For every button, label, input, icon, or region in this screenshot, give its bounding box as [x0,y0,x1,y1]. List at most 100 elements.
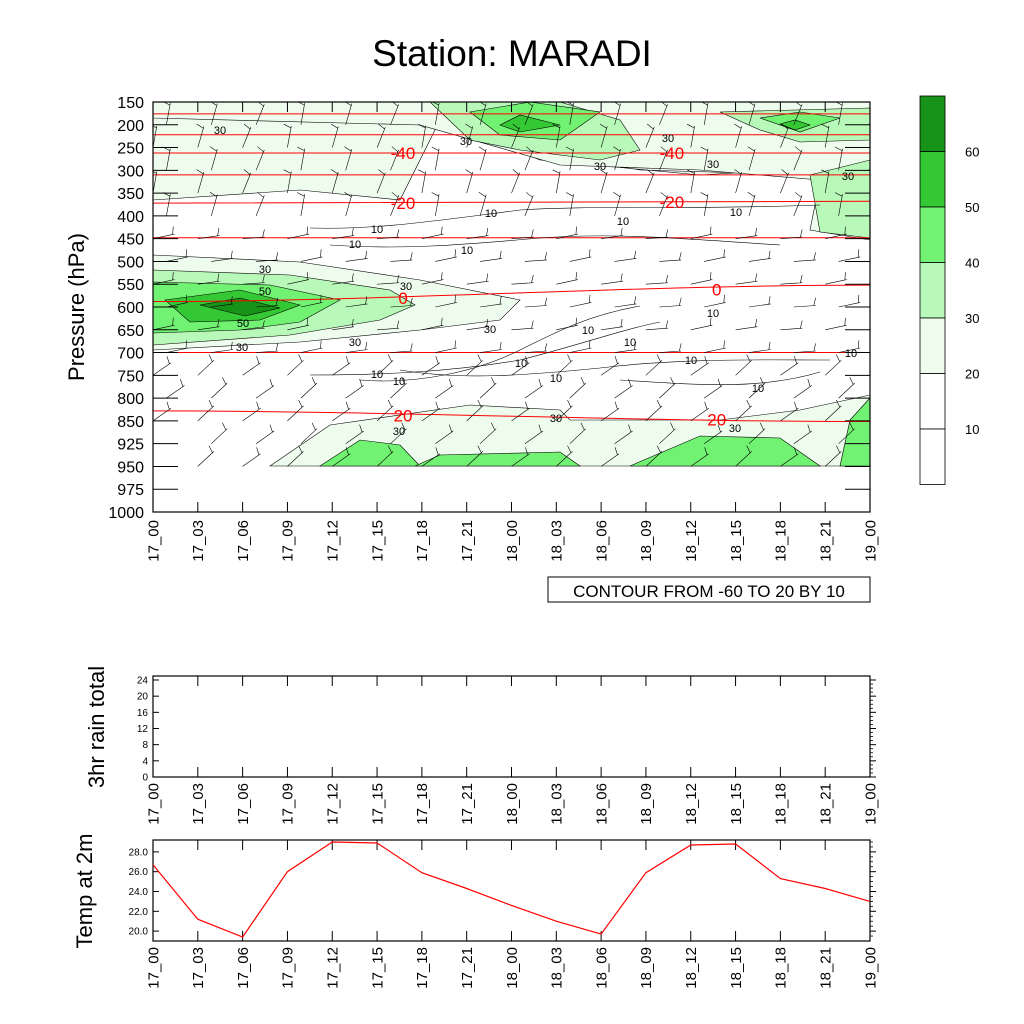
contour-label: 30 [550,413,562,425]
temperature-contour [153,284,870,303]
temperature-contour-label: 20 [394,406,413,425]
time-tick-label: 18_21 [817,783,834,825]
time-tick-label: 18_06 [593,783,610,825]
pressure-tick-label: 600 [117,300,144,317]
temperature-contour-label: -20 [391,194,416,213]
rain-tick-label: 20 [137,692,149,703]
time-tick-label: 18_12 [683,783,700,825]
time-tick-label: 18_09 [638,520,655,562]
time-tick-label: 18_09 [638,947,655,989]
contour-label: 30 [393,426,405,438]
rain-ylabel: 3hr rain total [84,666,109,788]
time-tick-label: 17_09 [280,520,297,562]
pressure-tick-label: 975 [117,482,144,499]
time-tick-label: 18_09 [638,783,655,825]
contour-label: 10 [845,348,857,360]
shade-region [779,119,811,131]
pressure-tick-label: 200 [117,118,144,135]
contour-label: 10 [617,216,629,228]
contour-label: 10 [393,376,405,388]
contour-label: 10 [515,358,527,370]
colorbar-box [919,95,946,152]
time-tick-label: 17_18 [414,947,431,989]
temperature-contour-label: -20 [660,193,685,212]
temp-y-axis: 20.0 22.0 24.0 26.0 28.0 [129,841,876,938]
contour-line [329,235,781,248]
contour-line [359,305,641,382]
rain-tick-label: 16 [137,708,149,719]
pressure-tick-label: 850 [117,414,144,431]
shade-region [629,435,821,467]
rain-tick-label: 12 [137,724,149,735]
pressure-tick-label: 925 [117,437,144,454]
temperature-contour-label: -40 [391,144,416,163]
temp-tick-label: 26.0 [129,867,149,878]
time-tick-label: 17_15 [369,947,386,989]
shade-region [199,297,281,317]
time-tick-label: 17_09 [280,947,297,989]
time-tick-label: 19_00 [862,947,879,989]
contour-lines [153,113,870,422]
contour-label: 30 [842,171,854,183]
temp-tick-label: 22.0 [129,907,149,918]
shaded-field [153,102,870,467]
colorbar-box [919,262,946,319]
time-tick-label: 19_00 [862,520,879,562]
time-tick-label: 18_00 [504,947,521,989]
time-tick-label: 17_18 [414,783,431,825]
time-tick-label: 17_06 [235,783,252,825]
time-tick-label: 18_00 [504,520,521,562]
main-ylabel: Pressure (hPa) [64,233,89,381]
temperature-contour-label: -40 [660,144,685,163]
wind-barb [153,102,870,467]
pressure-tick-label: 300 [117,163,144,180]
contour-label: 50 [237,318,249,330]
temperature-contour [153,410,870,422]
contour-label: 30 [259,264,271,276]
time-tick-label: 17_15 [369,520,386,562]
colorbar-box [919,373,946,430]
time-tick-label: 18_15 [728,520,745,562]
wind-barbs [153,102,870,467]
pressure-tick-label: 150 [117,95,144,112]
contour-label: 10 [730,207,742,219]
time-tick-label: 17_03 [190,783,207,825]
temp-series [152,841,871,938]
time-tick-label: 17_12 [325,783,342,825]
contour-label: 10 [349,239,361,251]
contour-label: 10 [550,373,562,385]
contour-label: 10 [624,337,636,349]
contour-info-label: CONTOUR FROM -60 TO 20 BY 10 [573,582,845,601]
contour-line [399,359,831,377]
time-axis: 17_00 17_03 17_06 17_09 17_12 17_15 17_18 17_21… [145,102,879,562]
contour-label: 10 [582,325,594,337]
rain-y-axis: 0 4 8 12 16 20 24 [137,676,876,784]
pressure-tick-label: 800 [117,391,144,408]
temp-line [152,841,871,938]
contour-label: 10 [685,355,697,367]
time-tick-label: 17_15 [369,783,386,825]
time-tick-label: 18_12 [683,947,700,989]
temp-tick-label: 28.0 [129,847,149,858]
pressure-tick-label: 950 [117,459,144,476]
contour-line [309,321,661,376]
pressure-tick-label: 400 [117,209,144,226]
temp-time-axis: 17_00 17_03 17_06 17_09 17_12 17_15 17_18 17_21… [145,840,879,989]
contour-label: 30 [400,281,412,293]
pressure-tick-label: 250 [117,141,144,158]
rain-tick-label: 0 [142,773,148,784]
colorbar-label: 30 [965,311,979,326]
colorbar-box [919,151,946,208]
temp-frame [152,839,871,942]
temperature-contour [153,200,870,204]
time-tick-label: 17_21 [459,783,476,825]
shade-region [414,451,581,467]
time-tick-label: 17_00 [145,520,162,562]
contour-label: 30 [349,337,361,349]
time-tick-label: 18_12 [683,520,700,562]
contour-label: 50 [259,286,271,298]
time-tick-label: 17_00 [145,783,162,825]
temp-tick-label: 20.0 [129,927,149,938]
time-tick-label: 17_21 [459,520,476,562]
